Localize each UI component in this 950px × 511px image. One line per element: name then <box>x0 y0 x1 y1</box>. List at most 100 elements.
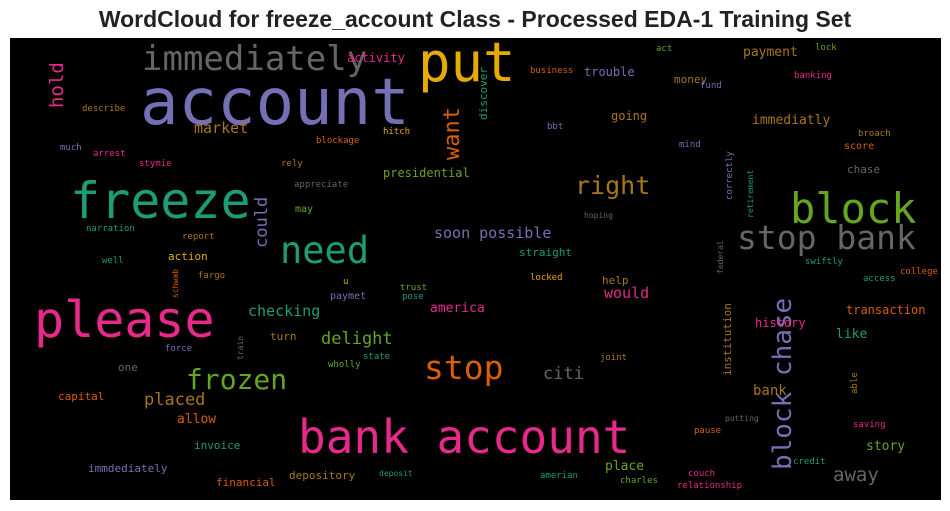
word-like: like <box>836 327 868 342</box>
word-college: college <box>900 267 938 277</box>
word-correctly: correctly <box>725 151 735 200</box>
word-fargo: fargo <box>198 271 226 281</box>
word-soon-possible: soon possible <box>434 224 552 242</box>
word-hoping: hoping <box>584 211 613 220</box>
word-blockage: blockage <box>316 136 360 146</box>
word-immdediately: immdediately <box>88 462 168 475</box>
word-stop-bank: stop bank <box>737 218 916 257</box>
word-placed: placed <box>144 390 206 410</box>
word-schwab: schwab <box>171 269 180 298</box>
word-access: access <box>863 274 896 284</box>
word-place: place <box>605 459 645 474</box>
word-need: need <box>280 229 370 272</box>
word-right: right <box>575 171 651 200</box>
word-federal: federal <box>716 240 725 274</box>
word-bank: bank <box>753 383 787 399</box>
word-charles: charles <box>620 476 658 486</box>
word-checking: checking <box>248 302 321 320</box>
word-freeze: freeze <box>70 172 251 230</box>
word-putting: putting <box>725 414 759 423</box>
word-hitch: hitch <box>383 127 411 137</box>
word-story: story <box>866 439 906 454</box>
word-fund: fund <box>700 81 722 91</box>
word-retirement: retirement <box>746 169 755 218</box>
word-deposit: deposit <box>379 469 413 478</box>
word-force: force <box>165 344 193 354</box>
word-narration: narration <box>86 224 135 234</box>
word-straight: straight <box>519 246 572 259</box>
word-bbt: bbt <box>547 122 564 132</box>
word-hold: hold <box>46 62 68 108</box>
word-joint: joint <box>600 353 628 363</box>
word-paymet: paymet <box>330 291 367 302</box>
word-wholly: wholly <box>328 360 361 370</box>
word-please: please <box>34 291 215 349</box>
word-able: able <box>850 372 860 394</box>
word-action: action <box>168 250 208 263</box>
word-turn: turn <box>270 330 297 343</box>
word-swiftly: swiftly <box>805 257 843 267</box>
word-history: history <box>755 316 806 330</box>
word-u: u <box>343 277 349 287</box>
word-train: train <box>236 335 245 360</box>
word-amerian: amerian <box>540 471 578 481</box>
word-transaction: transaction <box>846 303 926 317</box>
chart-title: WordCloud for freeze_account Class - Pro… <box>98 6 852 32</box>
word-may: may <box>295 204 314 215</box>
word-one: one <box>118 361 138 374</box>
word-activity: activity <box>347 51 405 65</box>
word-delight: delight <box>321 329 393 349</box>
word-away: away <box>833 464 879 486</box>
word-appreciate: appreciate <box>294 180 349 190</box>
word-business: business <box>530 66 574 76</box>
word-block: block <box>790 184 917 233</box>
word-would: would <box>604 284 650 302</box>
word-locked: locked <box>530 273 563 283</box>
word-score: score <box>844 141 875 152</box>
word-lock: lock <box>815 43 837 53</box>
word-couch: couch <box>688 469 716 479</box>
word-arrest: arrest <box>93 149 126 159</box>
word-money: money <box>674 73 708 86</box>
word-broach: broach <box>858 129 891 139</box>
word-immediatly: immediatly <box>752 113 831 128</box>
word-financial: financial <box>216 476 276 489</box>
word-citi: citi <box>543 364 584 384</box>
word-institution: institution <box>721 303 734 376</box>
word-trouble: trouble <box>584 65 635 79</box>
word-account: account <box>140 66 410 140</box>
word-much: much <box>60 143 82 153</box>
word-pause: pause <box>694 426 722 436</box>
word-banking: banking <box>794 71 832 81</box>
word-want: want <box>440 107 465 160</box>
word-immediately: immediately <box>142 39 368 79</box>
word-relationship: relationship <box>677 481 743 491</box>
word-allow: allow <box>177 412 217 427</box>
word-presidential: presidential <box>383 166 470 180</box>
word-bank-account: bank account <box>298 410 631 464</box>
word-could: could <box>252 196 272 248</box>
word-capital: capital <box>58 390 105 403</box>
word-trust: trust <box>400 283 428 293</box>
word-frozen: frozen <box>186 363 288 396</box>
word-cloud: account put immediately freeze please bank ac… <box>10 38 941 500</box>
word-going: going <box>611 109 648 123</box>
word-act: act <box>656 44 673 54</box>
word-discover: discover <box>477 67 490 120</box>
word-credit: credit <box>793 457 826 467</box>
word-chase: chase <box>847 163 881 176</box>
word-payment: payment <box>743 45 798 60</box>
word-report: report <box>182 232 215 242</box>
word-pose: pose <box>402 292 424 302</box>
word-market: market <box>194 119 249 137</box>
word-describe: describe <box>82 104 126 114</box>
word-mind: mind <box>679 140 701 150</box>
word-help: help <box>602 274 629 287</box>
word-state: state <box>363 352 391 362</box>
word-stop: stop <box>424 348 504 387</box>
word-saving: saving <box>853 420 886 430</box>
word-put: put <box>418 38 516 94</box>
word-stymie: stymie <box>139 159 172 169</box>
word-depository: depository <box>289 469 356 482</box>
word-well: well <box>102 256 124 266</box>
